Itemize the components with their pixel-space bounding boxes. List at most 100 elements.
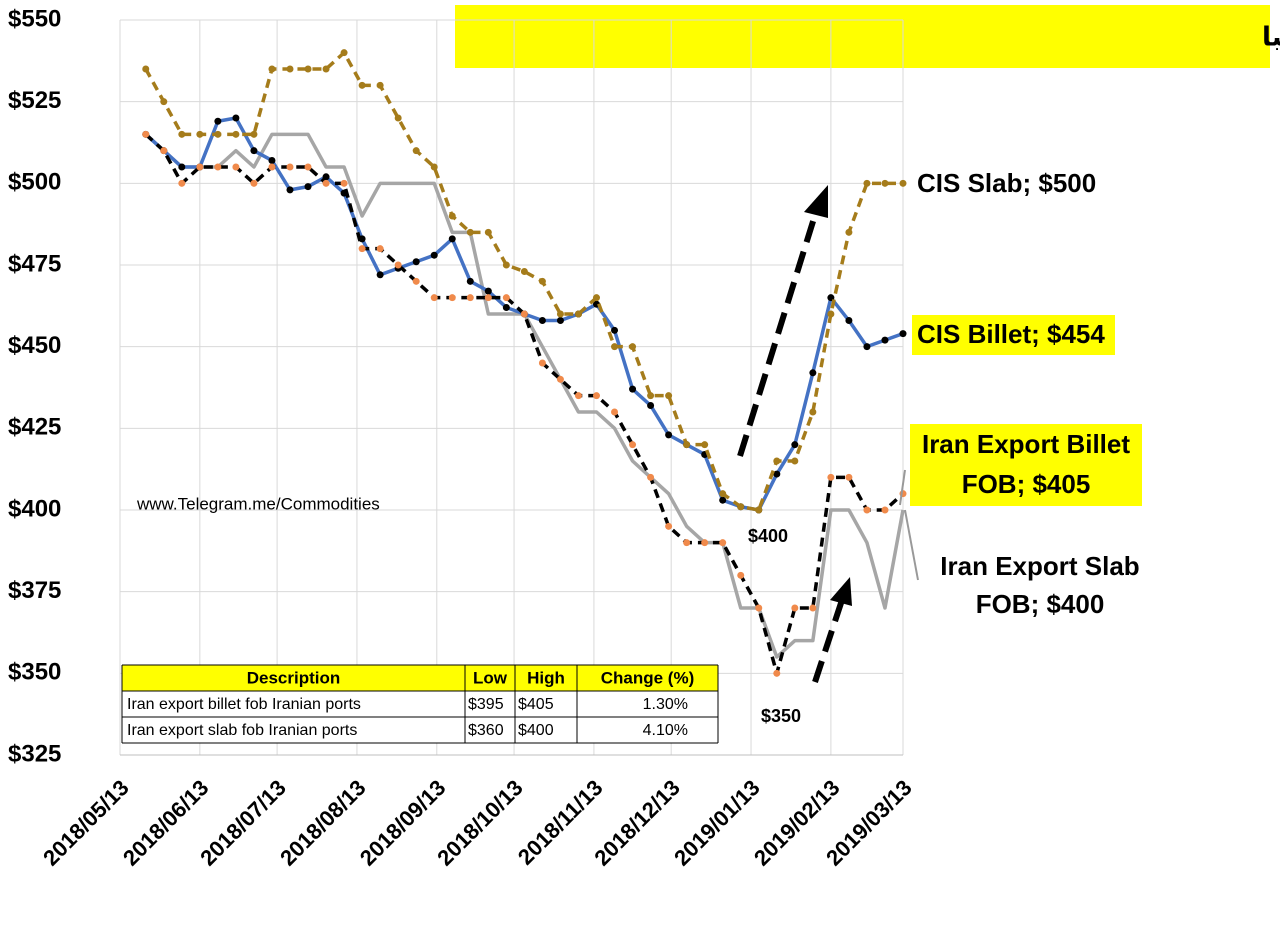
point xyxy=(214,130,222,138)
annotation: $350 xyxy=(761,706,801,726)
y-tick-label: $475 xyxy=(8,250,61,277)
point xyxy=(538,277,546,285)
point xyxy=(142,130,150,138)
point xyxy=(448,235,456,243)
point xyxy=(719,490,727,498)
point xyxy=(430,163,438,171)
point xyxy=(719,539,727,547)
summary-table: Description Low High Change (%) Iran export … xyxy=(121,664,719,744)
point xyxy=(502,294,510,302)
arrow xyxy=(737,214,818,457)
point xyxy=(683,441,691,449)
trend-arrows xyxy=(737,185,852,683)
point xyxy=(881,179,889,187)
point xyxy=(304,183,312,191)
point xyxy=(719,496,727,504)
annotation: www.Telegram.me/Commodities xyxy=(136,494,380,513)
point xyxy=(412,277,420,285)
point xyxy=(881,506,889,514)
point xyxy=(647,401,655,409)
point xyxy=(484,228,492,236)
point xyxy=(250,147,258,155)
point xyxy=(358,245,366,253)
point xyxy=(412,147,420,155)
point xyxy=(863,506,871,514)
point xyxy=(863,179,871,187)
point xyxy=(755,506,763,514)
point xyxy=(520,268,528,276)
annotation: $400 xyxy=(748,526,788,546)
table-header: High xyxy=(527,668,565,687)
point xyxy=(466,277,474,285)
point xyxy=(809,408,817,416)
y-tick-label: $525 xyxy=(8,87,61,114)
point xyxy=(592,392,600,400)
point xyxy=(827,473,835,481)
point xyxy=(574,310,582,318)
table-cell: Iran export billet fob Iranian ports xyxy=(127,696,361,713)
point xyxy=(160,98,168,106)
point xyxy=(268,65,276,73)
point xyxy=(430,251,438,259)
table-cell: $400 xyxy=(518,722,554,739)
annotation: Iran Export Slab xyxy=(940,551,1139,581)
point xyxy=(268,163,276,171)
table-header: Low xyxy=(473,668,508,687)
point xyxy=(160,147,168,155)
y-tick-label: $500 xyxy=(8,169,61,196)
annotation: CIS Slab; $500 xyxy=(917,168,1096,198)
leader-line xyxy=(904,509,919,581)
point xyxy=(448,294,456,302)
chart-title: فولاد: روند تغییر هفتگی قیمتهای صادراتی … xyxy=(1262,22,1280,53)
point xyxy=(899,330,907,338)
point xyxy=(502,261,510,269)
table-header: Change (%) xyxy=(601,668,695,687)
point xyxy=(484,294,492,302)
point xyxy=(340,179,348,187)
point xyxy=(178,179,186,187)
point xyxy=(538,359,546,367)
point xyxy=(773,669,781,677)
annotation: Iran Export Billet xyxy=(922,429,1130,459)
point xyxy=(502,303,510,311)
y-tick-label: $350 xyxy=(8,659,61,686)
point xyxy=(665,522,673,530)
point xyxy=(701,539,709,547)
annotation: FOB; $400 xyxy=(976,589,1105,619)
y-tick-label: $450 xyxy=(8,332,61,359)
point xyxy=(232,130,240,138)
point xyxy=(899,179,907,187)
point xyxy=(322,173,330,181)
point xyxy=(286,186,294,194)
point xyxy=(250,179,258,187)
point xyxy=(845,228,853,236)
point xyxy=(755,604,763,612)
point xyxy=(701,441,709,449)
point xyxy=(376,245,384,253)
point xyxy=(304,65,312,73)
point xyxy=(809,604,817,612)
y-tick-label: $425 xyxy=(8,414,61,441)
series-layer xyxy=(142,49,907,677)
point xyxy=(448,212,456,220)
point xyxy=(881,336,889,344)
title-box xyxy=(455,5,1270,68)
y-tick-label: $550 xyxy=(8,5,61,32)
point xyxy=(214,163,222,171)
point xyxy=(232,163,240,171)
point xyxy=(845,317,853,325)
point xyxy=(178,130,186,138)
point xyxy=(665,431,673,439)
point xyxy=(340,49,348,57)
point xyxy=(232,114,240,122)
point xyxy=(574,392,582,400)
point xyxy=(286,163,294,171)
y-tick-label: $375 xyxy=(8,577,61,604)
point xyxy=(556,317,564,325)
table-cell: 4.10% xyxy=(643,722,688,739)
point xyxy=(647,392,655,400)
point xyxy=(484,287,492,295)
arrow-head xyxy=(804,185,828,218)
point xyxy=(647,473,655,481)
